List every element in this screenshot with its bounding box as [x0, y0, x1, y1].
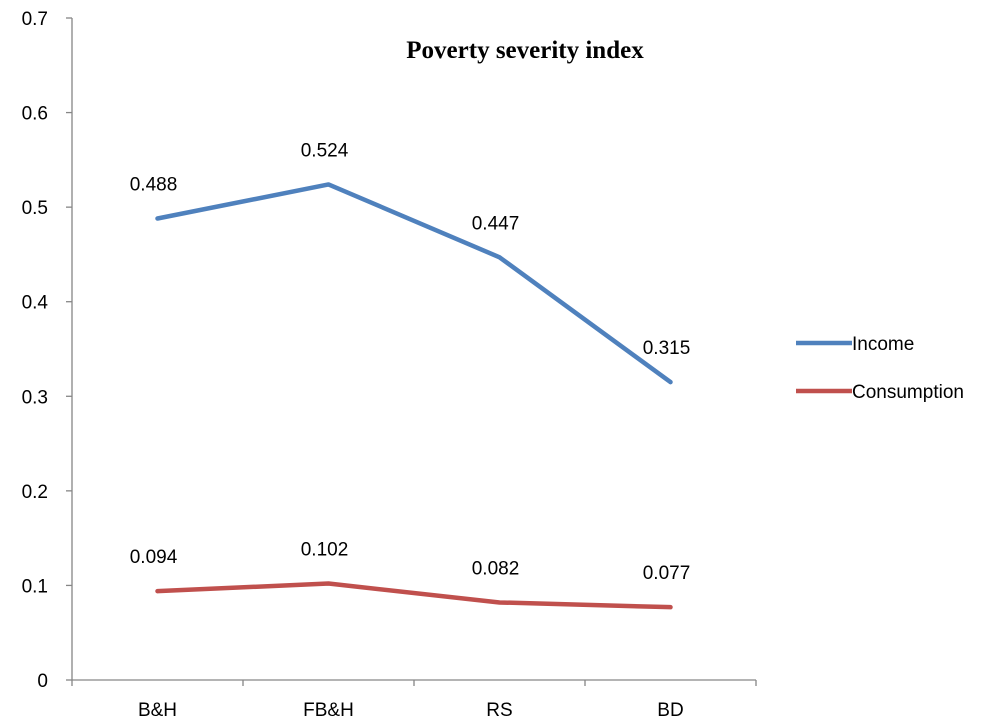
data-label: 0.102 [301, 540, 349, 561]
data-point [155, 216, 160, 221]
y-tick-label: 0.2 [22, 482, 48, 503]
data-point [497, 255, 502, 260]
y-tick-label: 0.1 [22, 576, 48, 597]
chart-title: Poverty severity index [406, 37, 644, 64]
data-label: 0.082 [472, 558, 520, 579]
data-point [668, 605, 673, 610]
y-tick-label: 0.4 [22, 293, 49, 314]
series-layer [155, 182, 673, 610]
y-tick-label: 0.7 [22, 9, 48, 30]
y-tick-label: 0 [37, 671, 48, 692]
data-point [155, 589, 160, 594]
data-label: 0.447 [472, 213, 520, 234]
data-label: 0.094 [130, 547, 178, 568]
data-labels: 0.488 0.524 0.447 0.315 0.094 0.102 0.082 0.077 [130, 140, 691, 584]
data-point [668, 380, 673, 385]
y-tick-label: 0.3 [22, 387, 48, 408]
x-tick-label: BD [657, 700, 683, 721]
x-tick-label: RS [486, 700, 512, 721]
data-label: 0.488 [130, 174, 178, 195]
y-tick-label: 0.5 [22, 198, 48, 219]
legend-label: Income [852, 334, 914, 355]
y-tick-label: 0.6 [22, 104, 48, 125]
series-line-consumption [155, 581, 673, 610]
legend-label: Consumption [852, 382, 964, 403]
data-label: 0.077 [643, 563, 691, 584]
data-point [326, 182, 331, 187]
x-tick-label: FB&H [303, 700, 354, 721]
data-point [497, 600, 502, 605]
data-label: 0.524 [301, 140, 349, 161]
data-label: 0.315 [643, 338, 691, 359]
axes: 0 0.1 0.2 0.3 0.4 0.5 0.6 0.7 B&H FB&H RS BD [22, 9, 757, 721]
data-point [326, 581, 331, 586]
legend: Income Consumption [796, 334, 964, 403]
series-line-income [155, 182, 673, 385]
x-tick-label: B&H [138, 700, 177, 721]
